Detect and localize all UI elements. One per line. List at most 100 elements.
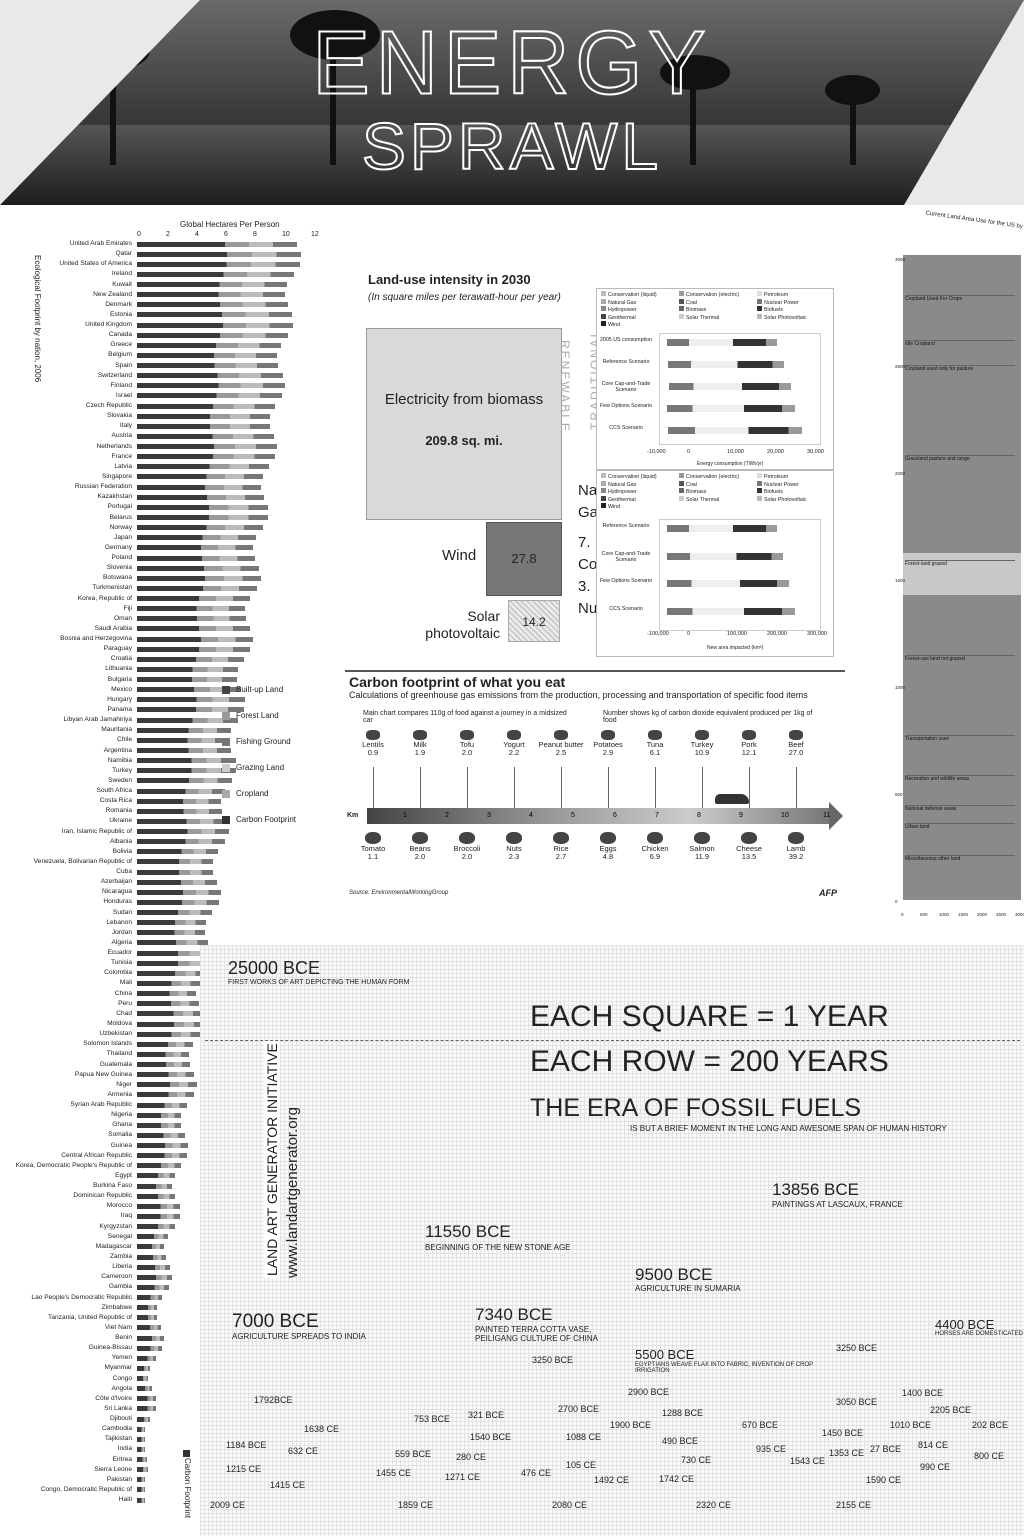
legend-swatch — [601, 480, 606, 486]
food-item-bottom: Lamb 39.2 — [773, 832, 819, 861]
minor-event: 1271 CE — [445, 1472, 481, 1482]
legend-swatch — [757, 298, 762, 304]
minor-event: 1010 BCE — [890, 1420, 932, 1430]
tick-label: 20,000 — [767, 449, 784, 455]
country-label: Congo — [112, 1374, 132, 1382]
minor-event: 202 BCE — [972, 1420, 1009, 1430]
country-label: Netherlands — [96, 442, 132, 450]
country-label: Guinea — [110, 1141, 132, 1149]
minor-event: 559 BCE — [395, 1449, 432, 1459]
footprint-bar — [137, 1335, 165, 1341]
x-tick: 2 — [166, 231, 170, 238]
footprint-bar — [137, 1345, 163, 1351]
country-label: Sri Lanka — [104, 1404, 132, 1412]
legend-swatch — [222, 815, 230, 824]
footprint-bar — [137, 1082, 197, 1088]
footprint-bar — [137, 616, 246, 622]
minor-event: 632 CE — [288, 1446, 319, 1456]
legend-swatch — [601, 495, 606, 501]
footprint-bar — [137, 1153, 188, 1159]
footprint-bar — [137, 1457, 147, 1463]
footprint-bar — [137, 1122, 181, 1128]
food-icon — [742, 730, 756, 740]
footprint-bar — [137, 1021, 205, 1027]
arrow-icon — [829, 802, 843, 830]
event-25000-desc: FIRST WORKS OF ART DEPICTING THE HUMAN F… — [228, 979, 410, 986]
energy-legend-item: Biofuels — [757, 488, 783, 495]
joshua-tree-icon — [850, 85, 856, 165]
minor-event: 1288 BCE — [662, 1408, 704, 1418]
food-item-bottom: Eggs 4.8 — [585, 832, 631, 861]
scenario-label: Reference Scenario — [602, 359, 650, 365]
footprint-bar — [137, 1355, 156, 1361]
tree-canopy — [825, 75, 880, 105]
us-category: Recreation and wildlife areas — [905, 775, 1015, 782]
legend-swatch — [679, 291, 684, 296]
country-label: Colombia — [104, 969, 132, 977]
footprint-bar — [137, 352, 277, 358]
legend-label: Fishing Ground — [236, 737, 291, 746]
country-label: Egypt — [115, 1171, 132, 1179]
legend-label: Conservation (electric) — [686, 474, 739, 480]
footprint-bar — [137, 1274, 173, 1280]
legend-swatch — [222, 763, 230, 772]
footprint-bar — [137, 403, 275, 409]
minor-event: 105 CE — [566, 1460, 597, 1470]
food-item-top: Lentils 0.9 — [350, 730, 396, 757]
area-xlabel: New area impacted (km²) — [707, 645, 764, 651]
us-landuse-title: Current Land Area Use for the US by cate… — [925, 210, 1024, 233]
legend-label: Coal — [686, 299, 697, 306]
energy-legend-item: Solar Thermal — [679, 495, 719, 503]
legend-label: Biomass — [686, 307, 707, 313]
food-icon — [413, 730, 427, 740]
country-label: Bolivia — [112, 847, 132, 855]
footprint-bar — [137, 312, 292, 318]
minor-event: 2205 BCE — [930, 1405, 972, 1415]
car-icon — [715, 794, 749, 804]
food-value: 2.0 — [461, 748, 473, 757]
lagi-url: www.landartgenerator.org — [284, 1107, 301, 1278]
country-label: Lao People's Democratic Republic — [31, 1293, 132, 1301]
scenario-bar — [667, 552, 783, 560]
tick-label: -100,000 — [647, 631, 669, 637]
food-name: Beef — [788, 740, 804, 749]
fragment: 7. — [578, 534, 591, 551]
legend-swatch — [601, 313, 606, 319]
food-value: 1.9 — [414, 748, 426, 757]
country-label: Singapore — [101, 472, 132, 480]
chart-frame — [659, 333, 821, 445]
country-label: Poland — [111, 554, 132, 562]
minor-event: 990 CE — [920, 1462, 951, 1472]
country-label: Guatemala — [99, 1060, 132, 1068]
footprint-bar — [137, 1406, 156, 1412]
energy-legend-item: Coal — [679, 480, 697, 488]
legend-swatch — [601, 306, 606, 311]
footprint-bar — [137, 727, 231, 733]
legend-label: Biofuels — [764, 489, 783, 495]
footprint-bar — [137, 342, 281, 348]
food-value: 0.9 — [367, 748, 379, 757]
solar-box: 14.2 — [508, 600, 560, 642]
legend-label: Nuclear Power — [764, 299, 799, 306]
food-note2: Number shows kg of carbon dioxide equiva… — [603, 710, 813, 724]
footprint-bar — [137, 849, 219, 855]
country-label: Zimbabwe — [101, 1303, 132, 1311]
footprint-bar — [137, 1325, 162, 1331]
footprint-bar — [137, 413, 270, 419]
event-7000: 7000 BCE — [232, 1311, 319, 1332]
legend-item: Forest Land — [222, 711, 279, 720]
footprint-bar — [137, 1041, 194, 1047]
landuse-subtitle: (In square miles per terawatt-hour per y… — [368, 292, 561, 303]
footprint-bar — [137, 788, 225, 794]
footprint-bar — [137, 1305, 157, 1311]
footprint-bar — [137, 899, 219, 905]
minor-event: 800 CE — [974, 1451, 1005, 1461]
legend-swatch — [757, 488, 762, 493]
footprint-bar — [137, 515, 269, 520]
country-label: Chad — [116, 1009, 132, 1017]
country-label: Cameroon — [101, 1273, 132, 1281]
event-5500-desc: EGYPTIANS WEAVE FLAX INTO FABRIC, INVENT… — [635, 1362, 814, 1374]
footprint-bar — [137, 1295, 162, 1301]
country-label: Burkina Faso — [93, 1182, 132, 1190]
food-name: Milk — [413, 740, 427, 749]
